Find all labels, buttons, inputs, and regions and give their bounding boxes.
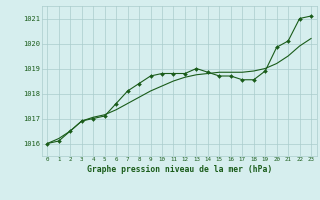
X-axis label: Graphe pression niveau de la mer (hPa): Graphe pression niveau de la mer (hPa)	[87, 165, 272, 174]
